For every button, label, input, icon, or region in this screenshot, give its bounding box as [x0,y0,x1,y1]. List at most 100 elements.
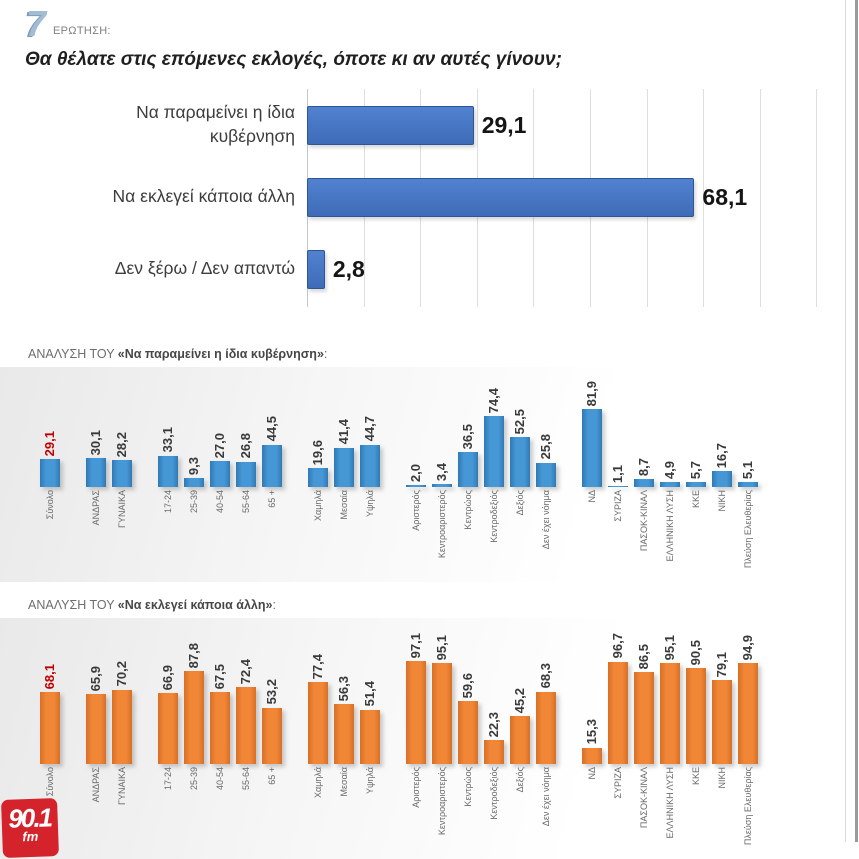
bar-plot: 5,7 [686,373,706,487]
bar-plot: 26,8 [236,373,256,487]
category-label-wrap: Κεντροαριστερός [437,767,447,859]
analysis-same-gov-suffix: : [323,347,328,361]
analysis-other-quoted: «Να εκλεγεί κάποια άλλη» [117,598,273,612]
value-label: 95,1 [434,634,449,661]
bar [360,444,380,487]
value-label: 52,5 [512,408,527,435]
bar-cell: 95,1 ΕΛΛΗΝΙΚΗ ΛΥΣΗ [660,624,680,859]
bar-group-age: 66,9 17-24 87,8 25-39 67,5 40-54 72,4 55-64 53,2… [158,624,282,859]
bar [262,707,282,764]
main-chart-row: Να εκλεγεί κάποια άλλη 68,1 [0,161,859,233]
category-label-wrap: 40-54 [215,767,225,859]
value-label: 86,5 [636,644,651,670]
bar-group-gender: 65,9 ΑΝΔΡΑΣ 70,2 ΓΥΝΑΙΚΑ [86,624,132,859]
category-label-wrap: Δεξιός [515,767,525,859]
gridline [816,89,818,307]
category-label: ΝΔ [587,767,597,780]
bar [484,416,504,487]
bar [86,694,106,764]
category-label: Πλεύση Ελευθερίας [743,490,753,569]
category-label-wrap: 40-54 [215,490,225,582]
category-label-wrap: Δεν έχει νόημα [541,767,551,859]
value-label: 90,5 [688,639,703,666]
category-label-wrap: ΕΛΛΗΝΙΚΗ ΛΥΣΗ [665,490,675,582]
bar-group-age: 33,1 17-24 9,3 25-39 27,0 40-54 26,8 55-64 44,5 6… [158,373,282,582]
value-label: 68,1 [702,183,748,210]
bar-cell: 56,3 Μεσαία [334,624,354,859]
bar-cell: 59,6 Κεντρώος [458,624,478,859]
bar [158,455,178,487]
bar-plot: 67,5 [210,624,230,764]
bar [608,661,628,764]
value-label: 97,1 [408,632,423,659]
bar-plot: 29,1 [40,373,60,487]
value-label: 44,5 [264,416,279,442]
bar [307,105,474,145]
category-label-wrap: Δεξιός [515,490,525,582]
bar-group-total: 29,1 Σύνολο [40,373,60,582]
bar-plot: 8,7 [634,373,654,487]
category-label-wrap: Πλεύση Ελευθερίας [743,490,753,582]
bar [262,444,282,487]
value-label: 87,8 [186,642,201,668]
category-label: ΓΥΝΑΙΚΑ [117,767,127,805]
bar [158,693,178,764]
bar-cell: 41,4 Μεσαία [334,373,354,582]
analysis-same-gov-wrap: 29,1 Σύνολο 30,1 ΑΝΔΡΑΣ 28,2 ΓΥΝΑΙΚΑ 33,1 17-24… [0,367,812,582]
bar-plot: 22,3 [484,624,504,764]
bar [738,663,758,764]
category-label-wrap: Πλεύση Ελευθερίας [743,767,753,859]
category-label-wrap: Χαμηλά [313,767,323,859]
bar-cell: 44,5 65 + [262,373,282,582]
category-label: 40-54 [215,767,225,791]
bar [184,478,204,487]
category-label: ΠΑΣΟΚ-ΚΙΝΑΛ [639,767,649,829]
value-label: 41,4 [336,419,351,445]
category-label: Να εκλεγεί κάποια άλλη [112,186,295,207]
bar-plot: 66,9 [158,624,178,764]
bar-cell: 86,5 ΠΑΣΟΚ-ΚΙΝΑΛ [634,624,654,859]
bar [510,437,530,487]
bar-plot: 1,1 [608,373,628,487]
question-header: 7 ΕΡΩΤΗΣΗ: [0,0,859,45]
value-label: 22,3 [486,712,501,738]
category-label: ΑΝΔΡΑΣ [91,490,101,526]
category-label: ΚΚΕ [691,767,701,786]
category-label: ΚΚΕ [691,490,701,509]
value-label: 25,8 [538,434,553,460]
bar-plot: 95,1 [432,624,452,764]
bar [334,704,354,764]
bar-plot: 94,9 [738,624,758,764]
bar-group-gender: 30,1 ΑΝΔΡΑΣ 28,2 ΓΥΝΑΙΚΑ [86,373,132,582]
category-label-wrap: ΕΛΛΗΝΙΚΗ ΛΥΣΗ [665,767,675,859]
bar-group-ideology: 97,1 Αριστερός 95,1 Κεντροαριστερός 59,6 Κεντ… [406,624,556,859]
main-chart: Να παραμείνει η ίδια κυβέρνηση 29,1 Να εκλ… [0,89,859,307]
value-label: 66,9 [160,664,175,691]
bar [236,461,256,487]
value-label: 53,2 [264,679,279,705]
bar [536,462,556,487]
bar-cell: 25,8 Δεν έχει νόημα [536,373,556,582]
bar [406,485,426,487]
category-label: Υψηλά [365,767,375,794]
main-chart-row: Να παραμείνει η ίδια κυβέρνηση 29,1 [0,89,859,161]
category-label: Δεν ξέρω / Δεν απαντώ [114,258,295,279]
bar-plot: 51,4 [360,624,380,764]
bar-cell: 5,7 ΚΚΕ [686,373,706,582]
value-label: 81,9 [584,380,599,407]
category-label-wrap: ΚΚΕ [691,767,701,859]
value-label: 5,7 [688,460,703,479]
category-label-wrap: Χαμηλά [313,490,323,582]
value-label: 68,1 [42,663,57,689]
category-label-wrap: ΓΥΝΑΙΚΑ [117,767,127,859]
value-label: 96,7 [610,633,625,659]
bar-cell: 95,1 Κεντροαριστερός [432,624,452,859]
question-number: 7 [26,3,47,45]
category-label: Κεντρώος [463,490,473,530]
question-title: Θα θέλατε στις επόμενες εκλογές, όποτε κ… [25,49,562,70]
category-label: Χαμηλά [313,490,323,521]
category-label-wrap: Δεν έχει νόημα [541,490,551,582]
analysis-same-gov-chart: 29,1 Σύνολο 30,1 ΑΝΔΡΑΣ 28,2 ΓΥΝΑΙΚΑ 33,1 17-24… [0,367,812,582]
category-label-wrap: Κεντρώος [463,767,473,859]
